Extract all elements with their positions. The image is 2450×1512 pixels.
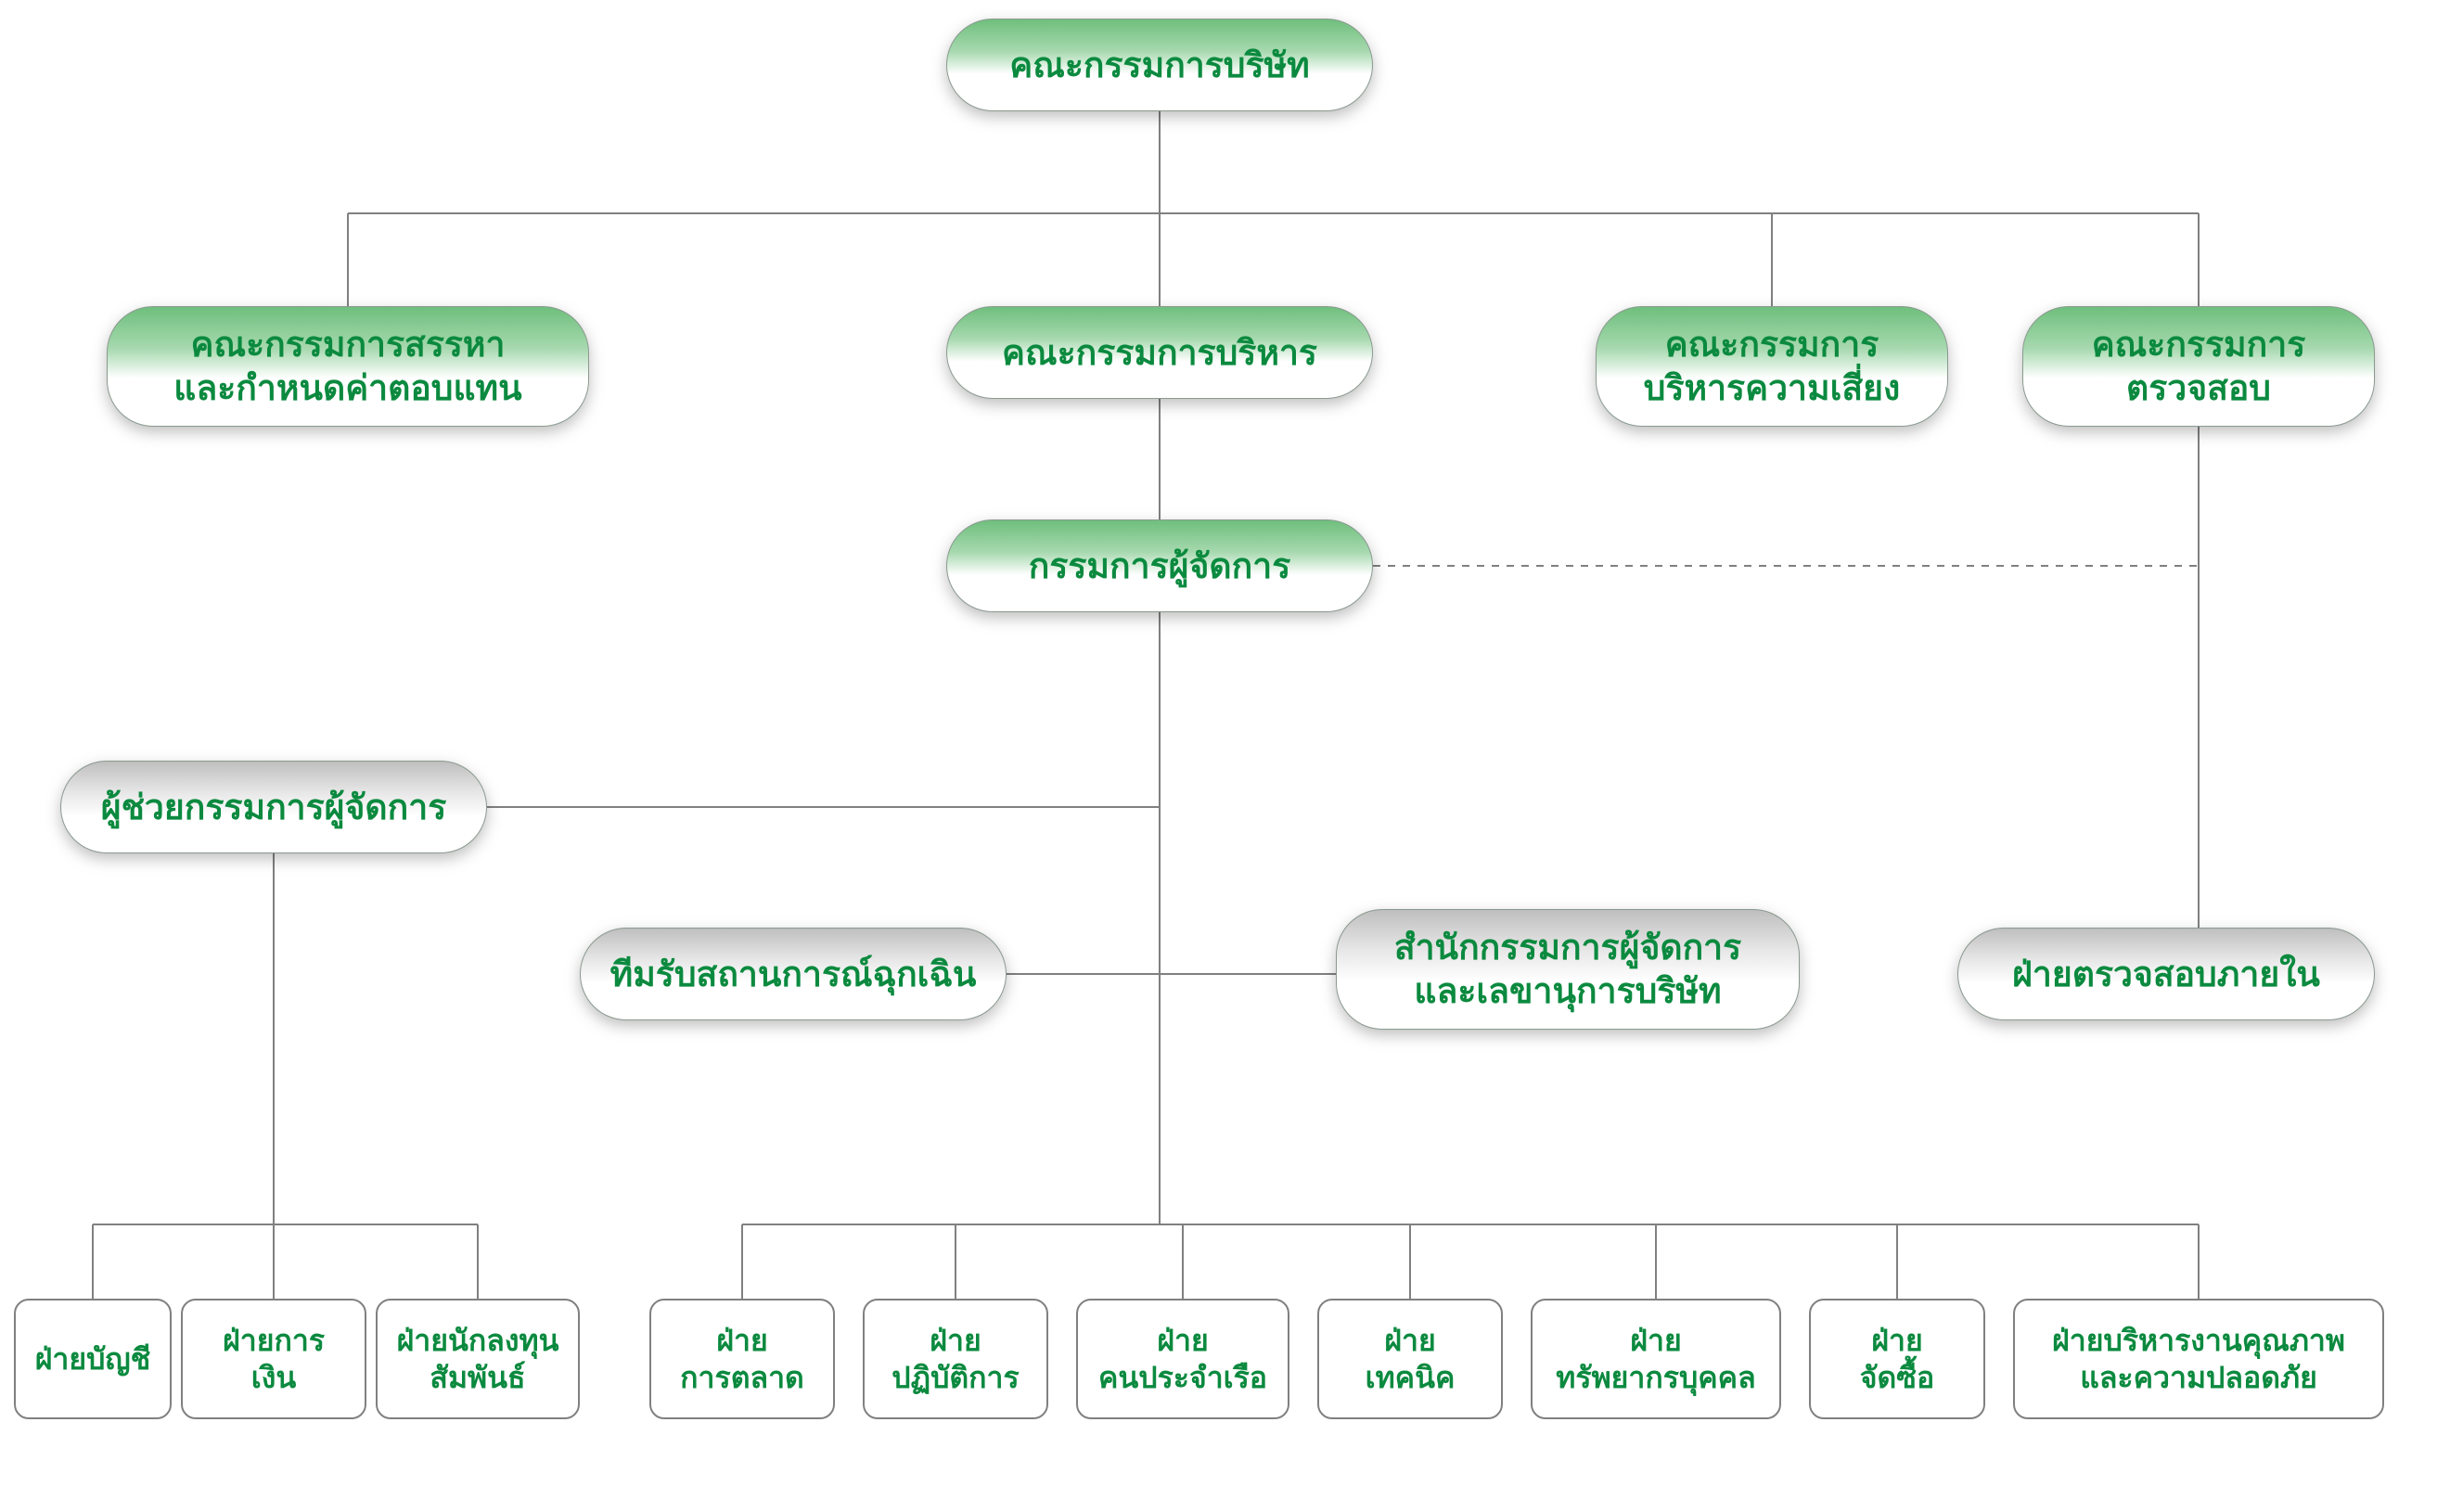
node-amd: ผู้ช่วยกรรมการผู้จัดการ — [60, 761, 487, 853]
node-tech: ฝ่าย เทคนิค — [1317, 1299, 1503, 1419]
node-fin: ฝ่ายการเงิน — [181, 1299, 366, 1419]
node-label: คณะกรรมการบริษัท — [1009, 44, 1310, 87]
node-label: ทีมรับสถานการณ์ฉุกเฉิน — [610, 953, 977, 996]
node-acc: ฝ่ายบัญชี — [14, 1299, 172, 1419]
node-label: ฝ่าย จัดซื้อ — [1860, 1322, 1934, 1396]
node-risk: คณะกรรมการ บริหารความเสี่ยง — [1596, 306, 1948, 427]
node-proc: ฝ่าย จัดซื้อ — [1809, 1299, 1985, 1419]
node-ops: ฝ่าย ปฏิบัติการ — [863, 1299, 1048, 1419]
node-audit: คณะกรรมการ ตรวจสอบ — [2022, 306, 2375, 427]
node-exec: คณะกรรมการบริหาร — [946, 306, 1373, 399]
node-ia: ฝ่ายตรวจสอบภายใน — [1957, 928, 2375, 1020]
node-label: คณะกรรมการ ตรวจสอบ — [2092, 323, 2306, 409]
node-label: ฝ่ายตรวจสอบภายใน — [2012, 953, 2320, 996]
node-label: คณะกรรมการบริหาร — [1002, 331, 1317, 375]
node-label: ฝ่ายนักลงทุน สัมพันธ์ — [397, 1322, 559, 1396]
node-label: ฝ่าย ปฏิบัติการ — [891, 1322, 1019, 1396]
node-crew: ฝ่าย คนประจำเรือ — [1076, 1299, 1289, 1419]
node-ert: ทีมรับสถานการณ์ฉุกเฉิน — [580, 928, 1007, 1020]
node-label: คณะกรรมการ บริหารความเสี่ยง — [1644, 323, 1901, 409]
node-cosec: สำนักกรรมการผู้จัดการ และเลขานุการบริษัท — [1336, 909, 1800, 1030]
connector-lines — [0, 0, 2450, 1512]
org-chart-canvas: คณะกรรมการบริษัทคณะกรรมการสรรหา และกำหนด… — [0, 0, 2450, 1512]
node-nomrem: คณะกรรมการสรรหา และกำหนดค่าตอบแทน — [107, 306, 589, 427]
node-label: ฝ่าย การตลาด — [680, 1322, 804, 1396]
node-label: คณะกรรมการสรรหา และกำหนดค่าตอบแทน — [173, 323, 521, 409]
node-label: ฝ่ายบัญชี — [35, 1340, 151, 1377]
node-hr: ฝ่าย ทรัพยากรบุคคล — [1531, 1299, 1781, 1419]
node-label: ฝ่ายการเงิน — [201, 1322, 346, 1396]
node-label: ฝ่าย เทคนิค — [1366, 1322, 1456, 1396]
node-label: ผู้ช่วยกรรมการผู้จัดการ — [101, 786, 447, 829]
node-label: สำนักกรรมการผู้จัดการ และเลขานุการบริษัท — [1394, 926, 1741, 1012]
node-ir: ฝ่ายนักลงทุน สัมพันธ์ — [376, 1299, 580, 1419]
node-board: คณะกรรมการบริษัท — [946, 19, 1373, 111]
node-qhse: ฝ่ายบริหารงานคุณภาพ และความปลอดภัย — [2013, 1299, 2384, 1419]
node-mkt: ฝ่าย การตลาด — [649, 1299, 835, 1419]
node-md: กรรมการผู้จัดการ — [946, 519, 1373, 612]
node-label: ฝ่าย คนประจำเรือ — [1098, 1322, 1267, 1396]
node-label: ฝ่าย ทรัพยากรบุคคล — [1556, 1322, 1755, 1396]
node-label: ฝ่ายบริหารงานคุณภาพ และความปลอดภัย — [2052, 1322, 2345, 1396]
node-label: กรรมการผู้จัดการ — [1029, 545, 1291, 588]
